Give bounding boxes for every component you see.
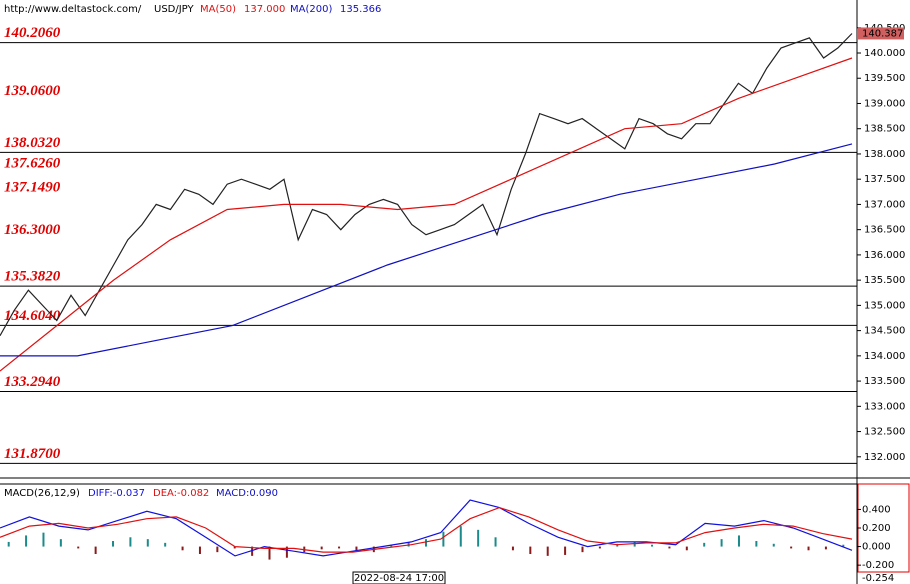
ma50-value: 137.000 [244, 4, 285, 15]
y-tick-label: 134.500 [864, 326, 905, 337]
y-tick-label: 138.000 [864, 149, 905, 160]
y-tick-label: 137.000 [864, 199, 905, 210]
macd-y-tick-label: 0.200 [862, 523, 891, 534]
y-tick-label: 133.000 [864, 401, 905, 412]
macd-diff: DIFF:-0.037 [88, 488, 145, 499]
symbol: USD/JPY [154, 4, 194, 15]
macd-y-tick-label: 0.000 [862, 542, 891, 553]
y-tick-label: 137.500 [864, 174, 905, 185]
macd-diff-line [0, 499, 853, 557]
url: http://www.deltastock.com/ [4, 4, 142, 15]
level-label: 136.3000 [4, 222, 61, 238]
level-label: 138.0320 [4, 135, 61, 151]
ma200-value: 135.366 [340, 4, 381, 15]
y-tick-label: 140.000 [864, 48, 905, 59]
macd-y-tick-label: 0.400 [862, 504, 891, 515]
macd-y-tick-label: -0.200 [862, 560, 894, 571]
ma200-label: MA(200) [290, 4, 332, 15]
level-label: 139.0600 [4, 83, 61, 99]
y-tick-label: 132.000 [864, 452, 905, 463]
price-tag-label: 140.387 [862, 28, 903, 39]
macd-title: MACD(26,12,9) [4, 488, 80, 499]
y-tick-label: 133.500 [864, 376, 905, 387]
level-label: 137.1490 [4, 179, 61, 195]
time-label: 2022-08-24 17:00 [354, 573, 444, 584]
y-tick-label: 135.500 [864, 275, 905, 286]
level-label: 135.3820 [4, 269, 61, 285]
time-box [352, 571, 446, 584]
y-tick-label: 132.500 [864, 427, 905, 438]
level-label: 137.6260 [4, 155, 61, 171]
level-label: 133.2940 [4, 374, 61, 390]
y-tick-label: 136.500 [864, 225, 905, 236]
price-line [0, 33, 853, 336]
y-tick-label: 136.000 [864, 250, 905, 261]
macd-value: MACD:0.090 [216, 488, 278, 499]
level-label: 134.6040 [4, 308, 61, 324]
level-label: 140.2060 [4, 25, 61, 41]
ma50-label: MA(50) [200, 4, 236, 15]
price-tag [858, 27, 904, 40]
macd-bottom-label: -0.254 [862, 573, 894, 584]
macd-dea-line [0, 506, 853, 553]
y-tick-label: 139.500 [864, 73, 905, 84]
y-tick-label: 135.000 [864, 300, 905, 311]
macd-dea: DEA:-0.082 [153, 488, 209, 499]
price-line [0, 57, 853, 372]
y-tick-label: 134.000 [864, 351, 905, 362]
level-label: 131.8700 [4, 446, 61, 462]
price-line [0, 143, 853, 357]
y-tick-label: 139.000 [864, 98, 905, 109]
y-tick-label: 138.500 [864, 124, 905, 135]
